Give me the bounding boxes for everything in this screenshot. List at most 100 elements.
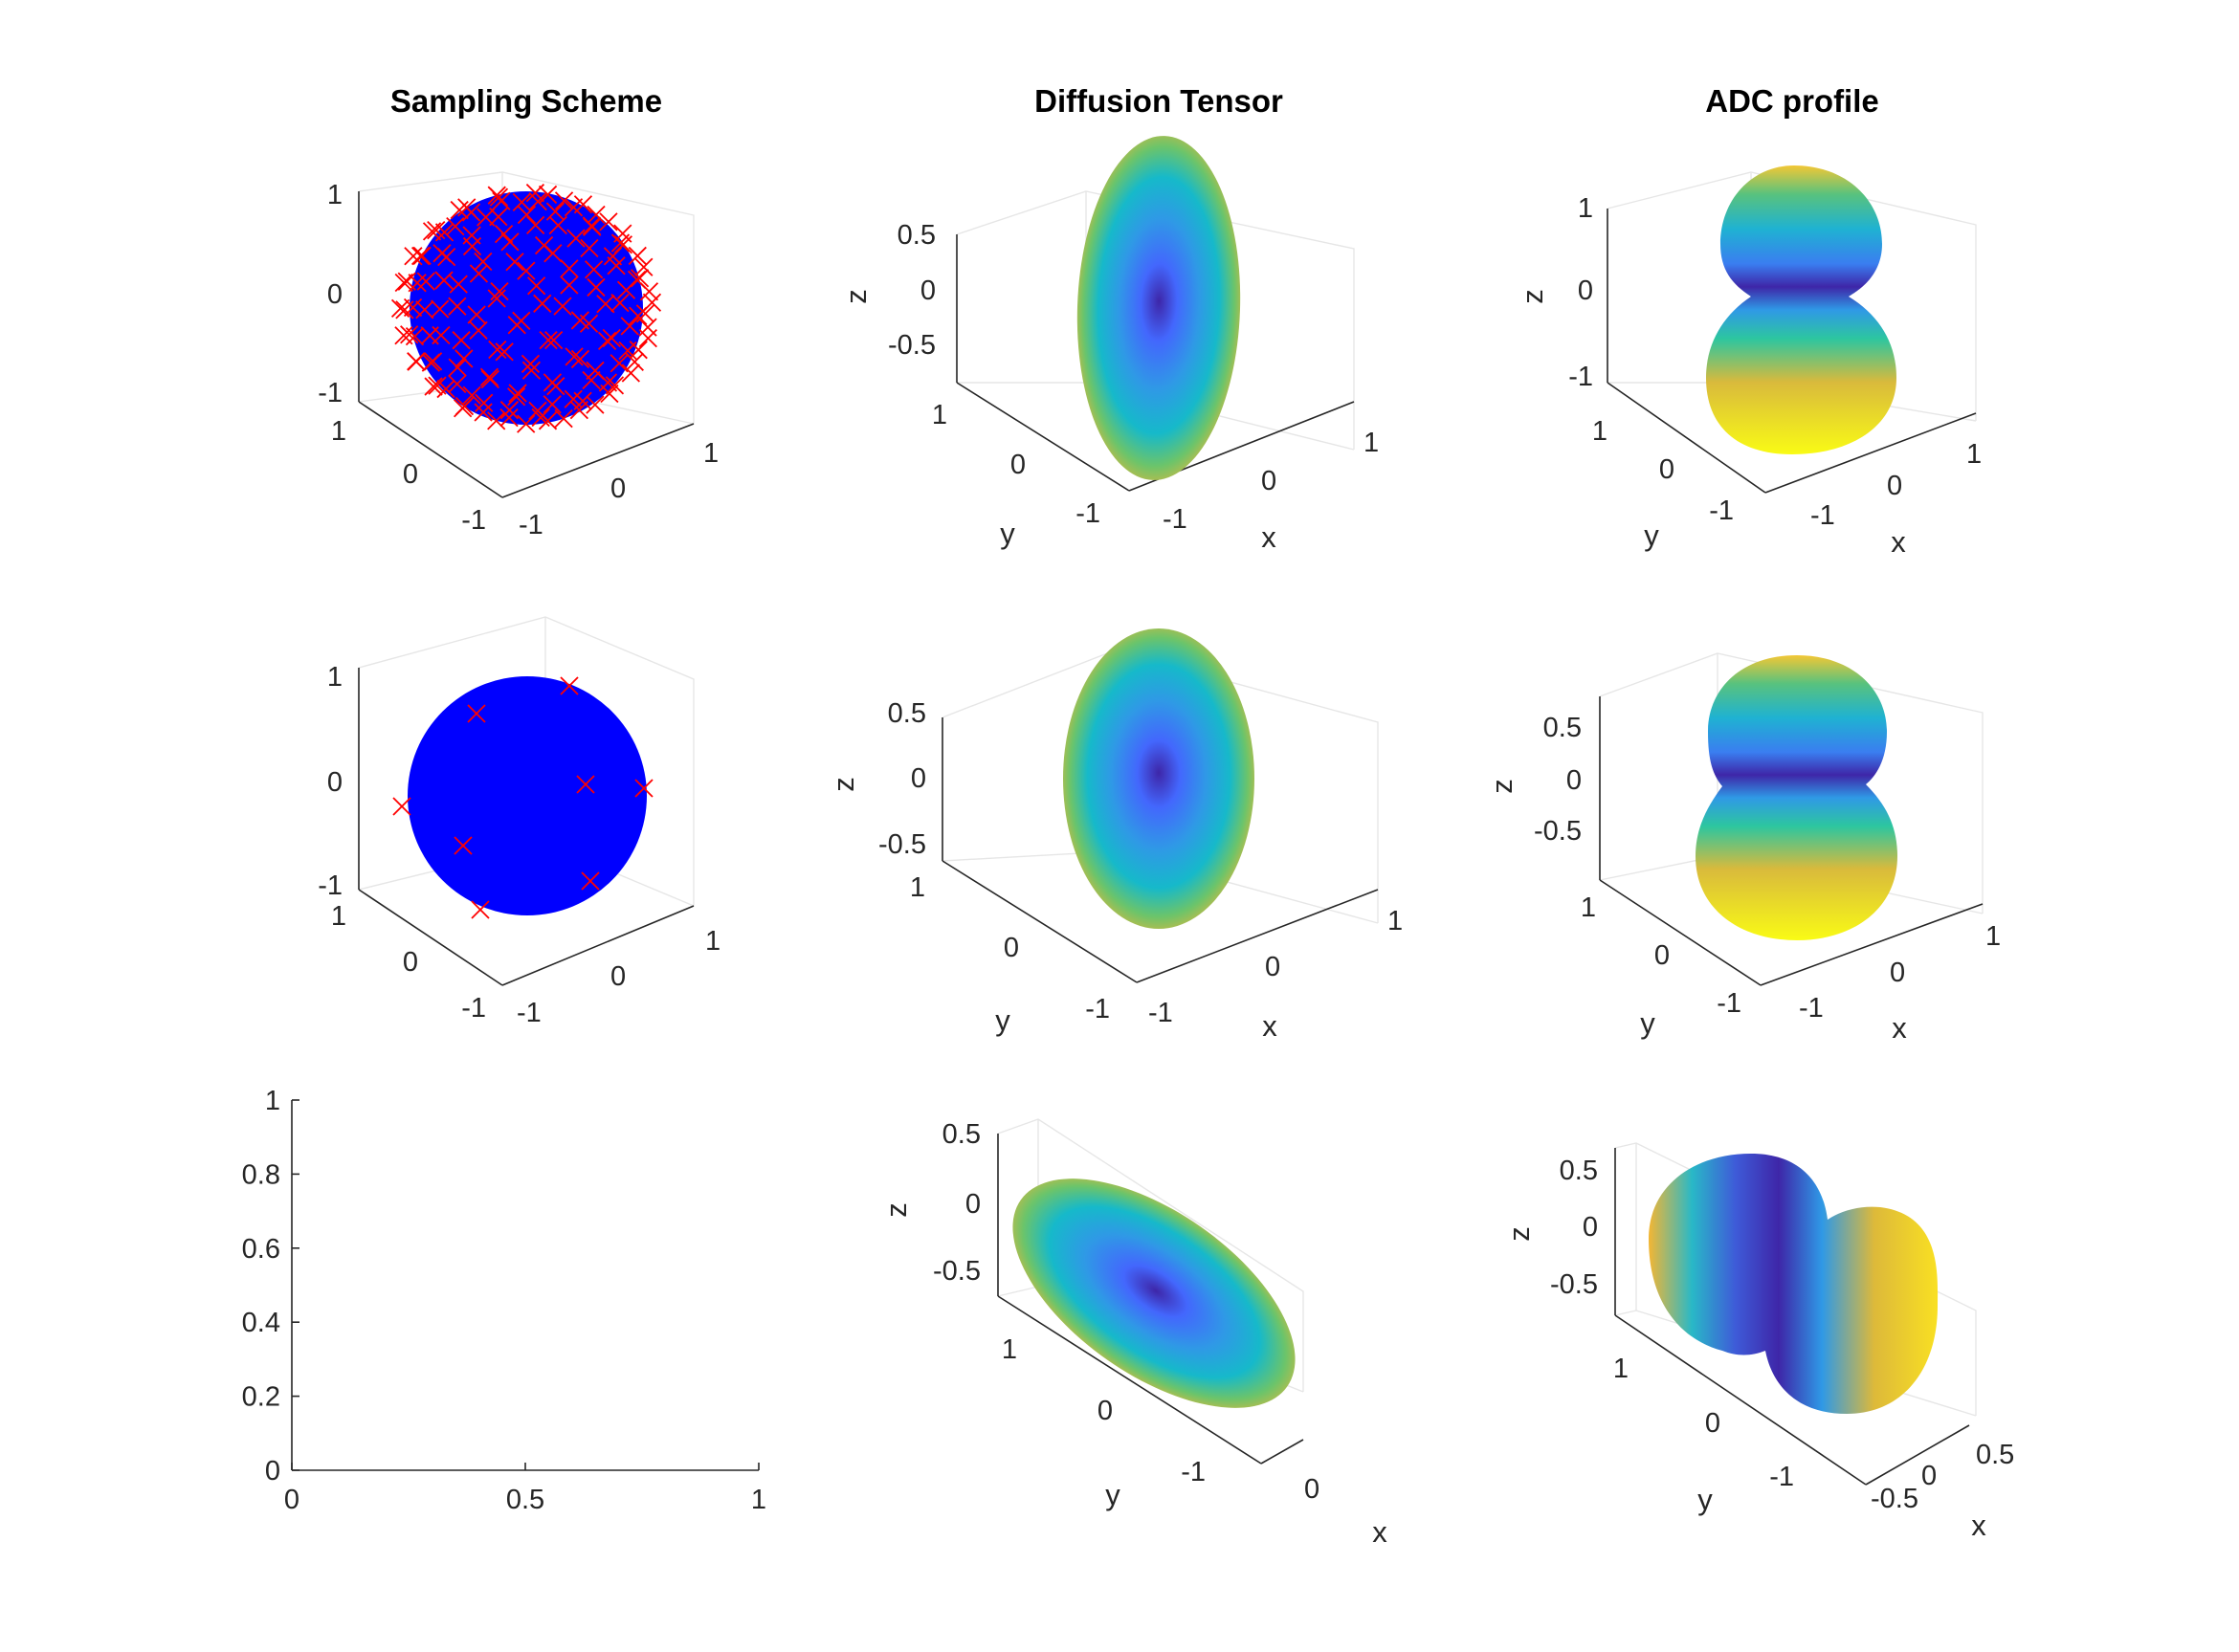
- x-tick-neg: -0.5: [1871, 1484, 1918, 1514]
- sample-marker: [489, 187, 509, 207]
- x-axis-label: x: [1971, 1509, 1986, 1542]
- sample-marker: [610, 354, 629, 373]
- y-tick-top: 1: [1002, 1334, 1017, 1365]
- sample-marker: [581, 871, 600, 891]
- sample-marker: [489, 208, 508, 227]
- z-axis-label: z: [879, 1202, 913, 1218]
- sample-marker: [394, 273, 413, 293]
- sample-marker: [394, 326, 413, 345]
- sample-marker: [400, 325, 419, 344]
- sample-marker: [521, 361, 542, 380]
- sample-marker: [454, 399, 473, 418]
- x-tick-left: -1: [1163, 504, 1187, 535]
- sample-marker: [448, 374, 467, 393]
- y-tick-label: 0.6: [242, 1234, 280, 1265]
- y-tick-mid: 0: [1010, 450, 1026, 480]
- panel-adc-2: 0.5 0 -0.5 z 1 0 -1 y -1 0 1 x: [1485, 652, 2001, 1045]
- z-tick-bottom: -0.5: [888, 330, 936, 361]
- y-tick-mid: 0: [403, 459, 418, 490]
- x-tick-mid: 0: [1265, 952, 1280, 982]
- y-tick-label: 0.4: [242, 1308, 280, 1338]
- sample-marker: [424, 377, 443, 396]
- adc-peanut-2: [1696, 655, 1897, 940]
- sample-marker: [642, 293, 662, 312]
- z-tick-mid: 0: [911, 763, 926, 794]
- x-tick-mid: 0: [1890, 958, 1905, 988]
- sample-marker: [539, 330, 558, 350]
- x-tick-label: 1: [751, 1485, 766, 1515]
- sample-marker: [573, 195, 593, 214]
- tensor-ellipsoid-2: [1063, 628, 1254, 929]
- sample-marker: [521, 354, 541, 374]
- y-axis-label: y: [1105, 1478, 1120, 1511]
- title-diffusion-tensor: Diffusion Tensor: [1034, 83, 1283, 119]
- z-tick-mid: 0: [920, 275, 936, 306]
- sample-marker: [620, 317, 639, 336]
- sample-marker: [450, 200, 469, 220]
- y-tick-bottom: -1: [461, 993, 486, 1024]
- sample-marker: [628, 246, 647, 266]
- sample-marker: [531, 407, 550, 428]
- sample-marker: [635, 304, 655, 323]
- sample-marker: [630, 269, 650, 288]
- z-tick-top: 1: [327, 180, 343, 210]
- x-tick-right: 1: [705, 926, 720, 957]
- panel-empty-axes: 0 0.5 1 0 0.2 0.4 0.6 0.8 1: [242, 1086, 766, 1515]
- sample-marker: [527, 276, 546, 296]
- sample-marker: [448, 358, 467, 377]
- sample-marker: [565, 347, 584, 366]
- sample-marker: [448, 297, 467, 316]
- sample-marker: [480, 369, 500, 389]
- y-tick-top: 1: [1613, 1354, 1629, 1384]
- sample-marker: [629, 341, 648, 360]
- sample-marker: [488, 340, 507, 360]
- y-tick-top: 1: [932, 400, 947, 430]
- sample-marker: [616, 280, 636, 299]
- sample-marker: [446, 216, 465, 236]
- sample-marker: [397, 272, 416, 291]
- x-tick-label: 0.5: [506, 1485, 544, 1515]
- sample-marker: [544, 330, 564, 350]
- sample-marker: [638, 328, 657, 348]
- x-tick-pos: 0.5: [1976, 1440, 2014, 1470]
- z-axis-label: z: [1485, 779, 1519, 794]
- sample-marker: [490, 281, 509, 301]
- y-tick-top: 1: [1581, 892, 1596, 923]
- sample-marker: [600, 384, 619, 404]
- sample-marker: [392, 797, 411, 816]
- sample-marker: [634, 779, 654, 798]
- sample-marker: [538, 411, 558, 430]
- z-tick-top: 0.5: [1560, 1156, 1598, 1186]
- sample-marker: [576, 775, 595, 794]
- y-tick-top: 1: [910, 872, 925, 903]
- sample-marker: [543, 244, 563, 263]
- sample-marker: [492, 191, 511, 210]
- z-axis-label: z: [1502, 1226, 1536, 1242]
- x-tick-mid: 0: [610, 474, 626, 504]
- sample-marker: [602, 328, 621, 348]
- sample-marker: [434, 223, 454, 242]
- z-tick-bottom: -1: [1568, 362, 1593, 392]
- tensor-ellipsoid-3: [1012, 1178, 1296, 1408]
- y-tick-bottom: -1: [461, 505, 486, 536]
- z-tick-mid: 0: [1566, 765, 1582, 796]
- sample-marker: [607, 256, 626, 275]
- y-tick-mid: 0: [1705, 1408, 1720, 1439]
- z-tick-mid: 0: [965, 1189, 981, 1220]
- sample-marker: [603, 247, 623, 266]
- sample-marker: [462, 385, 481, 405]
- panel-tensor-3: 0.5 0 -0.5 z 1 0 -1 y 0 x: [879, 1118, 1387, 1549]
- sample-marker: [487, 411, 506, 430]
- sample-marker: [621, 363, 640, 383]
- y-tick-bottom: -1: [1717, 988, 1741, 1019]
- sampling-sphere-sparse: [408, 676, 647, 915]
- z-axis-label: z: [827, 777, 860, 792]
- sample-marker: [507, 387, 526, 407]
- sample-marker: [410, 246, 431, 266]
- sample-marker: [420, 326, 439, 345]
- x-axis-label: x: [1372, 1515, 1387, 1549]
- z-tick-bottom: -0.5: [1534, 816, 1582, 847]
- y-tick-top: 1: [331, 416, 346, 447]
- sample-marker: [573, 391, 592, 410]
